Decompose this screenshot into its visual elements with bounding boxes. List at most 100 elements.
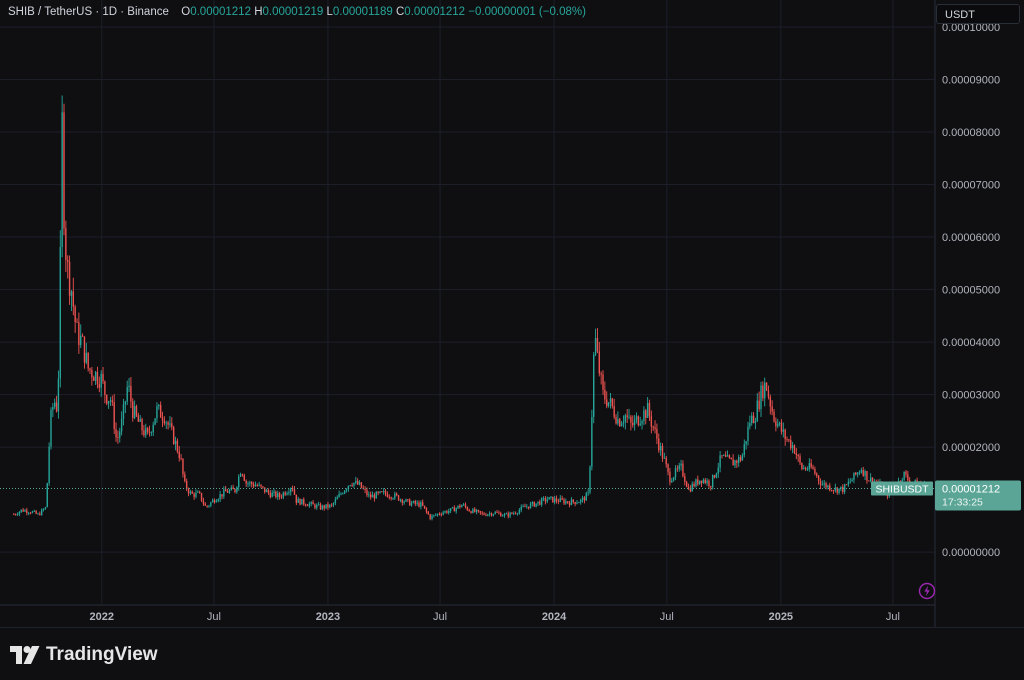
candle-body — [907, 474, 909, 481]
candle-body — [814, 469, 816, 474]
candle-body — [448, 510, 450, 513]
candle-body — [745, 441, 747, 445]
candle-body — [711, 475, 714, 488]
candle-body — [646, 402, 649, 418]
candle-body — [869, 477, 872, 482]
candle-body — [678, 465, 680, 470]
candle-body — [812, 467, 814, 470]
candle-body — [656, 428, 658, 439]
candle-body — [215, 500, 218, 503]
low-label: L — [326, 6, 333, 18]
chart-pane[interactable]: SHIBUSDT 0.00001212 17:33:25 0.00010000 0.0… — [0, 0, 1024, 627]
candle-body — [425, 508, 428, 512]
candle-body — [271, 492, 273, 498]
candle-body — [269, 492, 272, 498]
candle-body — [381, 491, 383, 493]
candle-body — [453, 507, 456, 512]
candle-body — [765, 382, 768, 391]
candle-body — [827, 485, 829, 488]
candle-body — [862, 470, 864, 476]
candle-body — [829, 485, 831, 491]
candle-body — [264, 487, 266, 493]
candle-body — [585, 493, 587, 501]
lightning-icon[interactable] — [918, 582, 936, 600]
candle-body — [728, 455, 731, 458]
candle-body — [24, 510, 26, 512]
candle-body — [786, 439, 788, 440]
candle-body — [713, 475, 716, 478]
candle-body — [427, 511, 429, 515]
price-axis[interactable]: 0.00010000 0.00009000 0.00008000 0.00007000… — [942, 22, 1000, 559]
candle-body — [306, 505, 309, 507]
candle-body — [217, 499, 219, 501]
candle-body — [793, 445, 796, 454]
candle-body — [509, 512, 511, 517]
candle-body — [535, 503, 537, 507]
candle-body — [804, 467, 807, 470]
change-value: −0.00000001 (−0.08%) — [468, 6, 586, 18]
candle-body — [349, 485, 351, 486]
candle-body — [858, 472, 861, 474]
candle-body — [435, 514, 437, 516]
candle-body — [115, 429, 117, 438]
candle-body — [412, 501, 415, 503]
candle-body — [39, 513, 41, 516]
candle-body — [856, 472, 859, 475]
candle-body — [314, 504, 316, 508]
candle-body — [719, 455, 721, 468]
candle-body — [819, 480, 822, 486]
candle-body — [689, 488, 692, 492]
candle-body — [59, 247, 61, 379]
candle-body — [825, 483, 827, 488]
currency-unit-button[interactable]: USDT — [936, 4, 1020, 24]
candle-body — [533, 501, 535, 507]
x-tick-label: Jul — [886, 611, 900, 623]
y-tick-label: 0.00004000 — [942, 337, 1000, 349]
candle-body — [63, 112, 65, 229]
time-axis[interactable]: 2022 Jul 2023 Jul 2024 Jul 2025 Jul — [90, 611, 900, 623]
candle-body — [85, 352, 88, 363]
candle-body — [635, 416, 638, 420]
candle-body — [174, 440, 177, 444]
candle-body — [414, 501, 416, 504]
candle-body — [524, 506, 526, 508]
high-label: H — [254, 6, 263, 18]
open-label: O — [181, 6, 191, 18]
candle-body — [479, 511, 482, 513]
candle-body — [693, 483, 695, 487]
logo-text: TradingView — [46, 644, 158, 665]
candle-body — [615, 417, 617, 424]
candle-body — [345, 489, 348, 491]
candle-body — [840, 486, 842, 489]
candle-body — [83, 336, 86, 363]
candle-body — [591, 416, 593, 467]
candle-body — [611, 398, 614, 407]
tradingview-logo[interactable]: TradingView — [10, 644, 158, 666]
candle-body — [550, 496, 552, 498]
candle-body — [767, 390, 770, 397]
candle-body — [472, 508, 474, 514]
candle-body — [197, 491, 199, 493]
y-tick-label: 0.00003000 — [942, 390, 1000, 402]
candle-body — [669, 471, 671, 483]
candle-body — [797, 455, 799, 457]
candle-body — [304, 504, 307, 506]
symbol-title[interactable]: SHIB / TetherUS · 1D · Binance — [8, 6, 169, 18]
candle-body — [782, 429, 785, 432]
grid — [0, 0, 936, 627]
symbol-legend[interactable]: SHIB / TetherUS · 1D · Binance O0.000012… — [8, 6, 586, 18]
candle-body — [659, 446, 662, 451]
candle-body — [356, 480, 359, 485]
candle-body — [561, 498, 563, 500]
candle-body — [169, 423, 171, 425]
candle-body — [373, 494, 376, 499]
candle-body — [286, 493, 288, 495]
symbol-tag-bg — [871, 481, 933, 496]
candle-body — [466, 507, 469, 511]
candle-body — [570, 499, 573, 506]
candle-body — [308, 503, 311, 507]
candle-body — [293, 489, 296, 495]
candle-body — [468, 510, 470, 512]
candle-body — [500, 513, 502, 517]
